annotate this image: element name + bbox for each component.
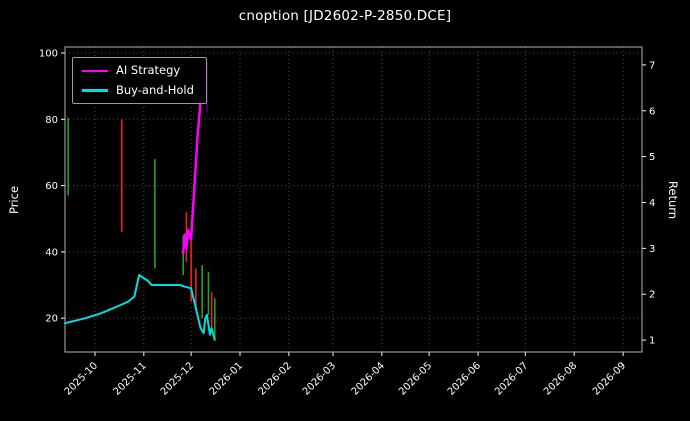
right-axis-label: Return	[666, 180, 680, 220]
left-axis-label: Price	[7, 185, 21, 215]
x-tick-label: 2026-09	[591, 360, 628, 397]
left-tick-label: 80	[45, 115, 58, 126]
legend: AI Strategy Buy-and-Hold	[72, 57, 207, 104]
x-tick-label: 2026-08	[542, 360, 579, 397]
left-tick-label: 100	[39, 48, 58, 59]
right-tick-label: 5	[649, 152, 655, 163]
legend-label-ai-strategy: AI Strategy	[116, 63, 181, 77]
plot-border	[64, 46, 643, 353]
x-tick-label: 2026-07	[493, 360, 530, 397]
chart-title: cnoption [JD2602-P-2850.DCE]	[238, 8, 452, 24]
x-tick-label: 2026-05	[397, 360, 434, 397]
x-tick-label: 2026-06	[446, 360, 483, 397]
x-tick-label: 2026-01	[208, 360, 245, 397]
right-tick-label: 4	[649, 198, 655, 209]
left-tick-label: 20	[45, 314, 58, 325]
right-tick-label: 1	[649, 336, 655, 347]
buy-and-hold-line-swatch	[82, 89, 108, 92]
series-line-buy-and-hold	[64, 274, 216, 341]
ai-strategy-line-swatch	[82, 69, 108, 72]
right-tick-label: 7	[649, 60, 655, 71]
right-tick-label: 6	[649, 106, 655, 117]
x-tick-label: 2026-03	[301, 360, 338, 397]
legend-item-buy-and-hold: Buy-and-Hold	[82, 82, 194, 97]
x-tick-label: 2025-10	[63, 360, 100, 397]
left-tick-label: 40	[45, 247, 58, 258]
legend-item-ai-strategy: AI Strategy	[82, 63, 194, 77]
x-tick-label: 2026-04	[350, 360, 387, 397]
legend-label-buy-and-hold: Buy-and-Hold	[116, 82, 194, 97]
right-tick-label: 3	[649, 244, 655, 255]
x-tick-label: 2026-02	[257, 360, 294, 397]
left-tick-label: 60	[45, 181, 58, 192]
x-tick-label: 2025-11	[112, 360, 149, 397]
x-tick-label: 2025-12	[159, 360, 196, 397]
series-line-ai-strategy	[181, 68, 204, 255]
right-tick-label: 2	[649, 290, 655, 301]
